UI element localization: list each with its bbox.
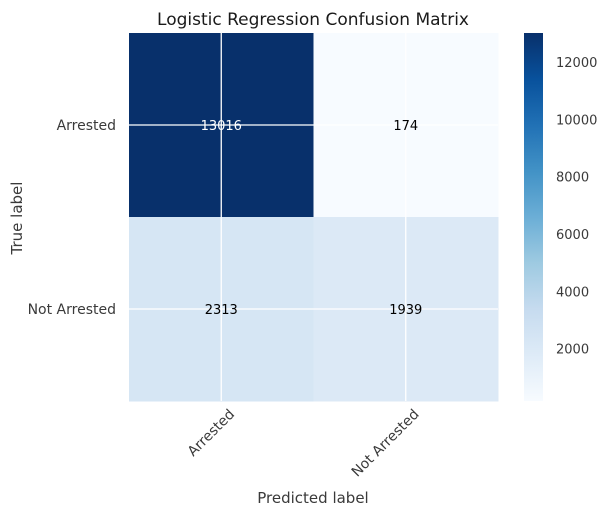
- colorbar-tick-label: 12000: [556, 56, 597, 71]
- heatmap-gridlines: [129, 33, 498, 401]
- y-tick-label: Arrested: [57, 118, 116, 134]
- heatmap-cells: [129, 33, 499, 402]
- cell-value-labels: 13016 174 2313 1939: [201, 119, 423, 318]
- y-tick-label: Not Arrested: [28, 302, 116, 318]
- y-axis-label: True label: [8, 182, 26, 256]
- cell-value-label: 174: [393, 119, 418, 134]
- colorbar-tick-labels: 2000 4000 6000 8000 10000 12000: [556, 56, 597, 358]
- cell-value-label: 1939: [389, 303, 422, 318]
- x-axis-label: Predicted label: [257, 489, 368, 507]
- colorbar-tick-label: 4000: [556, 285, 589, 300]
- colorbar-tick-label: 8000: [556, 171, 589, 186]
- cell-value-label: 2313: [205, 303, 238, 318]
- chart-title: Logistic Regression Confusion Matrix: [157, 10, 469, 30]
- cell-value-label: 13016: [201, 119, 242, 134]
- y-axis-tick-labels: Arrested Not Arrested: [28, 118, 116, 318]
- colorbar-tick-label: 2000: [556, 343, 589, 358]
- colorbar-tick-label: 10000: [556, 113, 597, 128]
- colorbar: [524, 33, 543, 401]
- colorbar-tick-label: 6000: [556, 228, 589, 243]
